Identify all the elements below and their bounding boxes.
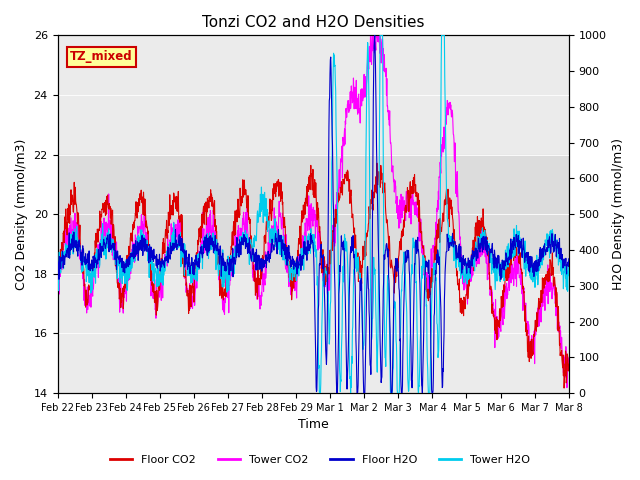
Bar (58, 155, 569, 274)
Title: Tonzi CO2 and H2O Densities: Tonzi CO2 and H2O Densities (202, 15, 424, 30)
Text: TZ_mixed: TZ_mixed (70, 50, 133, 63)
Y-axis label: CO2 Density (mmol/m3): CO2 Density (mmol/m3) (15, 139, 28, 290)
Y-axis label: H2O Density (mmol/m3): H2O Density (mmol/m3) (612, 138, 625, 290)
X-axis label: Time: Time (298, 419, 328, 432)
Legend: Floor CO2, Tower CO2, Floor H2O, Tower H2O: Floor CO2, Tower CO2, Floor H2O, Tower H… (105, 451, 535, 469)
